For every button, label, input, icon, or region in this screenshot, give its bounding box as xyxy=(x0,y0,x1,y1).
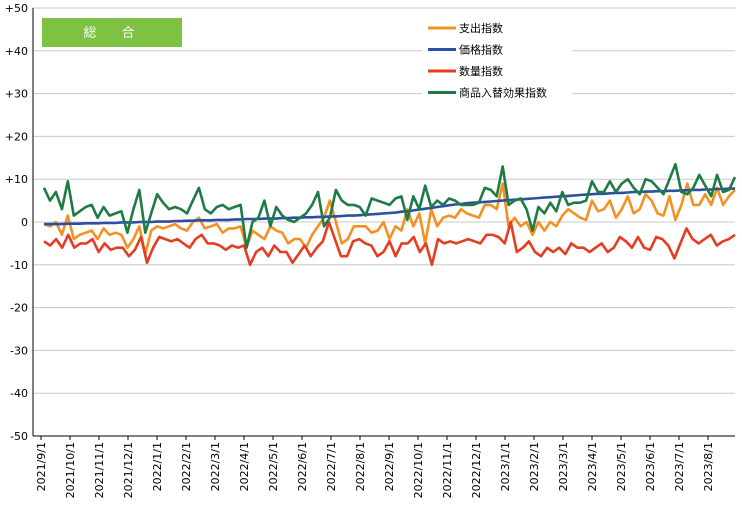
x-tick-label: 2022/3/1 xyxy=(209,442,222,491)
x-tick-label: 2023/3/1 xyxy=(557,442,570,491)
series-lines xyxy=(42,162,737,267)
x-tick-label: 2023/2/1 xyxy=(528,442,541,491)
series-line xyxy=(42,162,737,249)
x-tick-label: 2023/8/1 xyxy=(702,442,715,491)
series-line xyxy=(43,182,736,256)
x-tick-label: 2022/11/1 xyxy=(441,442,454,498)
x-tick-label: 2022/8/1 xyxy=(354,442,367,491)
x-tick-label: 2021/11/1 xyxy=(93,442,106,498)
x-tick-label: 2023/5/1 xyxy=(615,442,628,491)
y-tick-label: +10 xyxy=(5,173,28,186)
series-line xyxy=(43,220,736,267)
title-badge-background xyxy=(42,18,182,47)
x-tick-label: 2023/1/1 xyxy=(499,442,512,491)
x-tick-label: 2022/4/1 xyxy=(238,442,251,491)
legend-label: 支出指数 xyxy=(459,21,503,35)
y-tick-labels: -50 -40 -30 -20 -10 0 +10 +20 +30 +40 +50 xyxy=(5,2,28,443)
x-tick-label: 2022/10/1 xyxy=(412,442,425,498)
series-line xyxy=(44,187,735,226)
x-tick-label: 2022/5/1 xyxy=(267,442,280,491)
y-tick-label: +40 xyxy=(5,45,28,58)
chart-title: 総 合 xyxy=(83,26,140,41)
x-tick-label: 2022/9/1 xyxy=(383,442,396,491)
x-tick-labels: 2021/9/1 2021/10/1 2021/11/1 2021/12/1 2022/… xyxy=(35,442,715,498)
y-tick-label: +50 xyxy=(5,2,28,15)
x-tick-label: 2022/7/1 xyxy=(325,442,338,491)
x-tick-label: 2022/1/1 xyxy=(151,442,164,491)
x-tick-label: 2022/2/1 xyxy=(180,442,193,491)
y-tick-label: -10 xyxy=(10,259,28,272)
legend-label: 価格指数 xyxy=(459,43,503,57)
title-badge: 総 合 xyxy=(42,18,182,47)
x-tick-label: 2021/10/1 xyxy=(64,442,77,498)
y-tick-label: -50 xyxy=(10,430,28,443)
x-tick-label: 2022/6/1 xyxy=(296,442,309,491)
y-tick-label: -40 xyxy=(10,387,28,400)
legend-label: 数量指数 xyxy=(459,64,503,78)
y-tick-label: -30 xyxy=(10,344,28,357)
x-tick-label: 2023/4/1 xyxy=(586,442,599,491)
axes xyxy=(32,8,735,440)
y-tick-label: 0 xyxy=(21,216,28,229)
x-tick-label: 2023/6/1 xyxy=(644,442,657,491)
x-tick-label: 2022/12/1 xyxy=(470,442,483,498)
y-tick-label: -20 xyxy=(10,302,28,315)
x-tick-label: 2023/7/1 xyxy=(673,442,686,491)
legend-label: 商品入替効果指数 xyxy=(459,86,547,100)
y-tick-label: +20 xyxy=(5,130,28,143)
y-tick-label: +30 xyxy=(5,88,28,101)
x-tick-label: 2021/9/1 xyxy=(35,442,48,491)
x-tick-label: 2021/12/1 xyxy=(122,442,135,498)
